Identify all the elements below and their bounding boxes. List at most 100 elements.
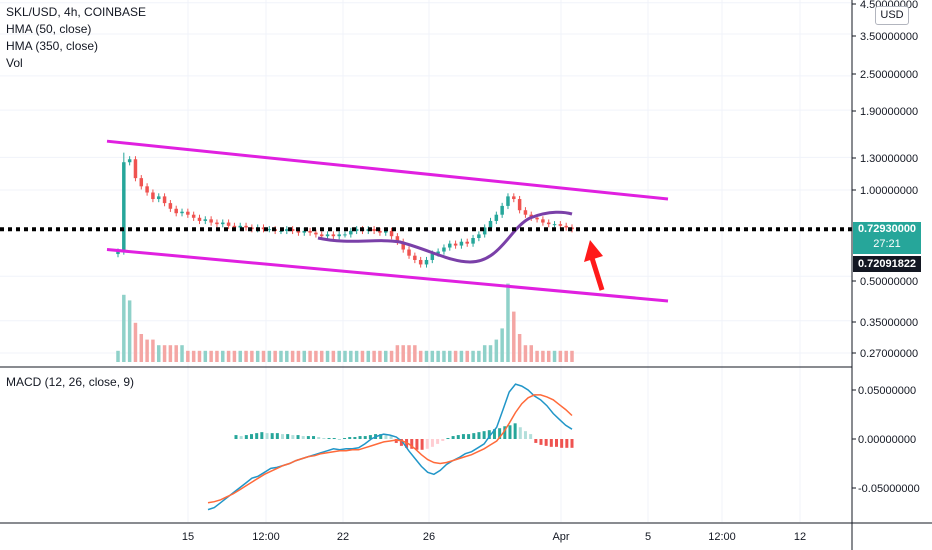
candle-body — [337, 234, 341, 237]
volume-bar — [453, 350, 458, 362]
candle-body — [314, 232, 318, 235]
grid — [0, 0, 852, 522]
candle-body — [238, 225, 242, 228]
macd-histogram — [234, 423, 574, 450]
volume-bar — [180, 345, 184, 362]
candle-body — [535, 217, 539, 220]
volume-bar — [407, 345, 411, 362]
time-tick-label: 5 — [645, 531, 651, 543]
indicator-hma-350[interactable]: HMA (350, close) — [6, 39, 99, 53]
candle-body — [215, 222, 219, 225]
volume-bar — [506, 283, 510, 362]
candle-body — [331, 234, 336, 237]
volume-bar — [488, 345, 493, 362]
macd-legend: MACD (12, 26, close, 9) — [6, 374, 134, 391]
candle-body — [197, 217, 202, 221]
time-tick-label: 12:00 — [252, 531, 280, 543]
candle-body — [302, 230, 307, 233]
candles — [116, 152, 574, 268]
macd-histogram-bar — [472, 433, 476, 439]
candle-body — [494, 214, 499, 221]
macd-histogram-bar — [332, 438, 336, 440]
volume-bar — [349, 350, 353, 362]
volume-bar — [424, 350, 429, 362]
macd-histogram-bar — [436, 439, 440, 444]
symbol-title[interactable]: SKL/USD, 4h, COINBASE — [6, 5, 147, 19]
candle-body — [308, 230, 312, 233]
macd-histogram-bar — [348, 437, 352, 439]
macd-histogram-bar — [260, 432, 264, 439]
volume-bar — [162, 345, 167, 362]
candle-body — [180, 211, 184, 214]
candle-body — [174, 208, 178, 214]
macd-histogram-bar — [467, 434, 471, 439]
time-tick-label: 22 — [337, 531, 349, 543]
macd-histogram-bar — [343, 438, 347, 440]
candle-body — [401, 241, 405, 250]
currency-button[interactable]: USD — [875, 6, 909, 25]
candle-body — [523, 210, 528, 215]
volume-bars — [116, 283, 574, 362]
time-tick-label: 12 — [794, 531, 806, 543]
macd-lines — [207, 383, 573, 511]
volume-bar — [151, 339, 155, 362]
macd-title[interactable]: MACD (12, 26, close, 9) — [6, 375, 135, 389]
candle-body — [465, 241, 469, 244]
candle-body — [209, 219, 213, 223]
time-tick-label: 26 — [423, 531, 435, 543]
volume-bar — [232, 350, 237, 362]
indicator-volume[interactable]: Vol — [6, 56, 23, 70]
volume-bar — [529, 345, 534, 362]
indicator-hma-50[interactable]: HMA (50, close) — [6, 22, 92, 36]
candle-body — [541, 219, 545, 223]
chart-legend: SKL/USD, 4h, COINBASE HMA (50, close) HM… — [6, 4, 146, 72]
volume-bar — [244, 350, 248, 362]
macd-histogram-bar — [358, 436, 362, 439]
volume-bar — [378, 350, 382, 362]
macd-histogram-bar — [337, 439, 341, 440]
price-tick-label: 0.50000000 — [860, 276, 918, 288]
volume-bar — [156, 345, 161, 362]
macd-histogram-bar — [312, 436, 316, 439]
descending-channel — [106, 139, 669, 303]
candle-body — [133, 159, 138, 179]
volume-bar — [366, 350, 371, 362]
volume-bar — [389, 350, 394, 362]
volume-bar — [343, 350, 347, 362]
volume-bar — [267, 350, 272, 362]
volume-bar — [383, 350, 388, 362]
macd-histogram-bar — [255, 433, 259, 439]
candle-body — [436, 251, 440, 254]
volume-bar — [215, 350, 219, 362]
volume-bar — [337, 350, 341, 362]
candle-body — [354, 229, 359, 231]
macd-axis-ticks: 0.05000000 0.00000000 -0.05000000 — [852, 385, 920, 495]
volume-bar — [430, 350, 435, 362]
macd-histogram-bar — [296, 435, 300, 439]
macd-histogram-bar — [275, 433, 279, 439]
macd-histogram-bar — [456, 435, 460, 439]
candle-body — [191, 214, 196, 218]
candle-body — [285, 229, 289, 231]
volume-bar — [133, 322, 138, 362]
candle-body — [506, 196, 510, 206]
volume-bar — [139, 334, 144, 362]
channel-lower-line — [106, 248, 669, 303]
volume-bar — [546, 350, 551, 362]
last-price-tag: 0.72930000 27:21 — [853, 222, 921, 254]
candle-body — [395, 236, 400, 242]
macd-histogram-bar — [523, 431, 527, 439]
volume-bar — [552, 350, 557, 362]
volume-bar — [168, 345, 173, 362]
volume-bar — [261, 350, 266, 362]
candle-body — [145, 186, 149, 193]
volume-bar — [174, 345, 178, 362]
candle-body — [232, 225, 237, 228]
candle-body — [261, 227, 266, 230]
price-tick-label: 2.50000000 — [860, 69, 918, 81]
macd-histogram-bar — [513, 423, 517, 439]
candle-body — [546, 222, 551, 225]
volume-bar — [203, 350, 208, 362]
candle-body — [244, 225, 248, 228]
